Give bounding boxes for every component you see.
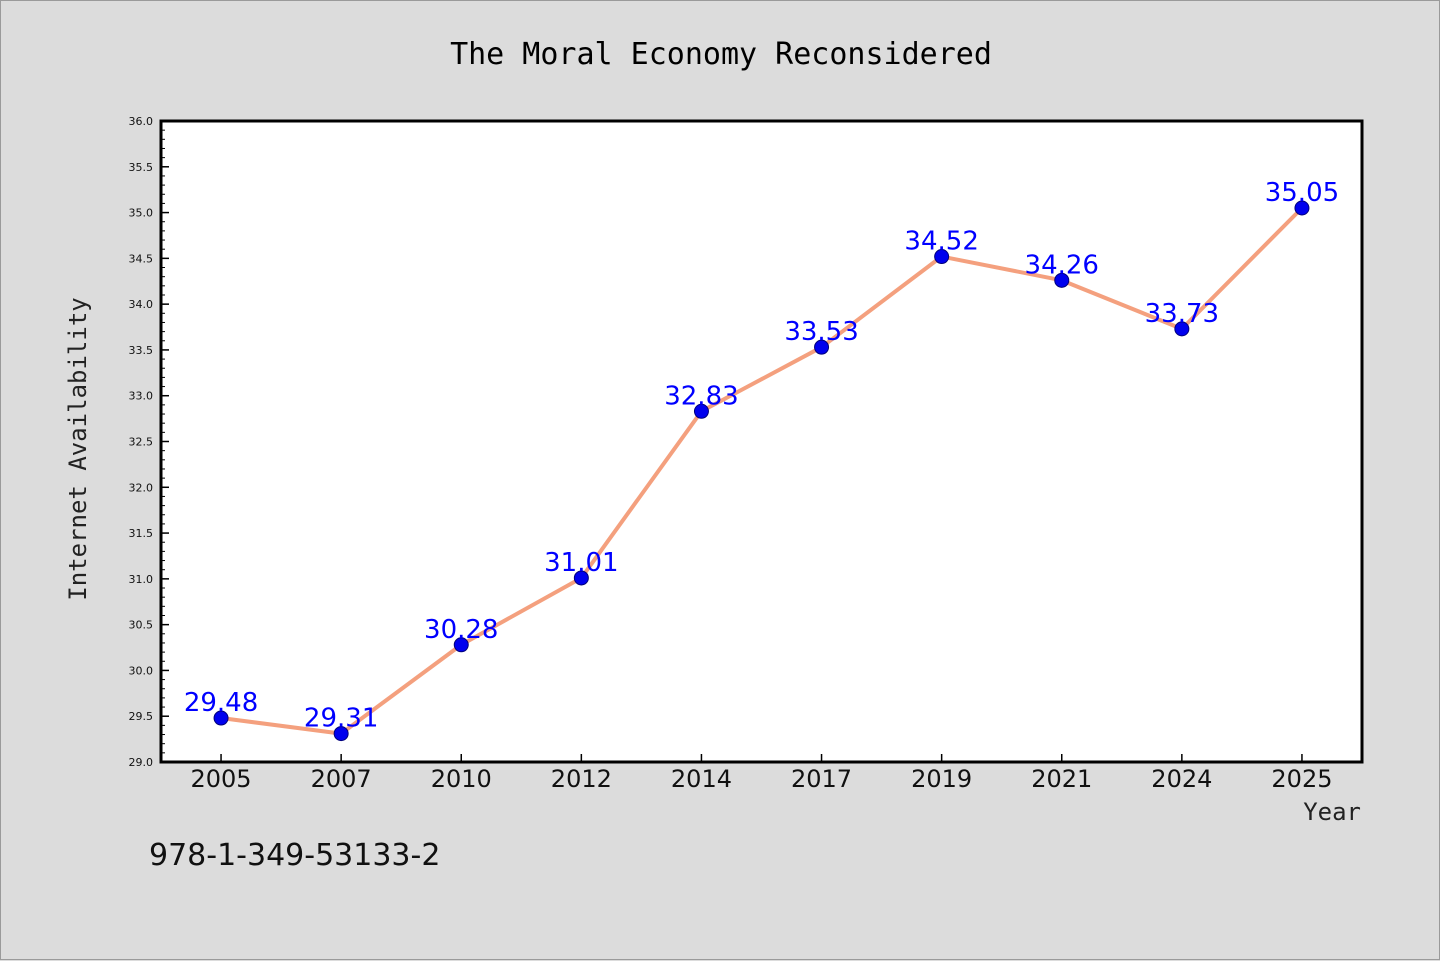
x-tick-label: 2005 — [191, 765, 252, 793]
data-point-marker — [814, 339, 830, 355]
data-point-marker — [934, 249, 950, 265]
data-label-layer: 29.48 29.31 30.28 31.01 32.83 33.53 34.52 34.26… — [184, 178, 1339, 734]
y-tick-label: 33.0 — [129, 390, 154, 403]
y-tick-label: 35.5 — [129, 161, 154, 174]
x-tick-label: 2014 — [671, 765, 732, 793]
series-line-layer — [220, 206, 1304, 736]
x-axis-label: Year — [1303, 798, 1361, 826]
y-tick-label: 32.5 — [129, 436, 154, 449]
y-tick-label: 34.0 — [129, 298, 154, 311]
data-label: 31.01 — [544, 548, 618, 578]
data-label: 34.26 — [1025, 250, 1099, 280]
data-label: 29.48 — [184, 688, 258, 718]
y-tick-label: 30.0 — [129, 664, 154, 677]
y-tick-label: 35.0 — [129, 207, 154, 220]
data-point-marker — [213, 710, 229, 726]
data-point-marker — [573, 570, 589, 586]
y-tick-label: 33.5 — [129, 344, 154, 357]
y-tick-label: 32.0 — [129, 481, 154, 494]
x-tick-label: 2007 — [311, 765, 372, 793]
y-tick-label: 31.0 — [129, 573, 154, 586]
x-tick-label: 2010 — [431, 765, 492, 793]
x-tick-label: 2024 — [1151, 765, 1212, 793]
data-label: 33.73 — [1145, 299, 1219, 329]
y-tick-label: 31.5 — [129, 527, 154, 540]
y-axis-label: Internet Availability — [64, 297, 92, 600]
y-tick-label: 36.0 — [129, 115, 154, 128]
data-point-marker — [1174, 321, 1190, 337]
data-label: 33.53 — [784, 317, 858, 347]
x-tick-label: 2021 — [1031, 765, 1092, 793]
series-line — [220, 206, 1304, 736]
data-label: 30.28 — [424, 615, 498, 645]
data-point-marker — [693, 403, 709, 419]
chart-title: The Moral Economy Reconsidered — [450, 37, 992, 72]
y-tick-label: 29.5 — [129, 710, 154, 723]
plot-area — [159, 119, 1364, 764]
x-axis-ticks: 2005 2007 2010 2012 2014 2017 2019 2021 2024 2025 — [191, 754, 1332, 793]
y-tick-label: 29.0 — [129, 756, 154, 769]
isbn-label: 978-1-349-53133-2 — [149, 838, 440, 873]
data-label: 32.83 — [664, 381, 738, 411]
data-label: 34.52 — [904, 227, 978, 257]
data-label: 29.31 — [304, 704, 378, 734]
x-tick-label: 2017 — [791, 765, 852, 793]
x-tick-label: 2012 — [551, 765, 612, 793]
x-tick-label: 2025 — [1271, 765, 1332, 793]
y-tick-label: 30.5 — [129, 619, 154, 632]
data-point-marker — [453, 637, 469, 653]
y-tick-label: 34.5 — [129, 252, 154, 265]
data-point-marker — [333, 726, 349, 742]
y-axis-ticks: 29.0 29.5 30.0 30.5 31.0 31.5 32.0 32.5 33.0 33.5… — [129, 115, 169, 769]
series-marker-layer — [213, 200, 1310, 742]
data-point-marker — [1054, 272, 1070, 288]
data-label: 35.05 — [1265, 178, 1339, 208]
x-tick-label: 2019 — [911, 765, 972, 793]
data-point-marker — [1294, 200, 1310, 216]
